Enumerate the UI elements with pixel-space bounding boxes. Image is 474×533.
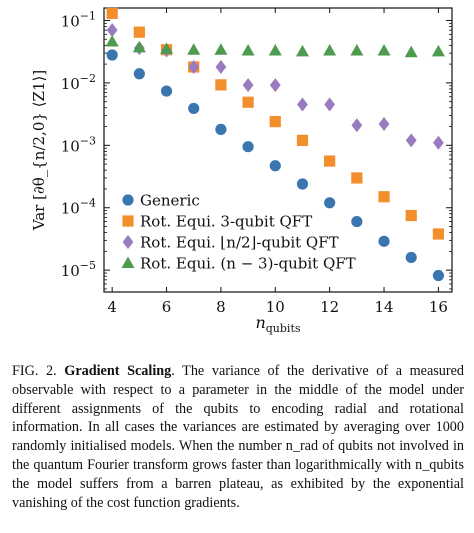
y-tick-label: 10−1 bbox=[61, 9, 96, 30]
square-point bbox=[378, 191, 390, 203]
x-tick-label: 6 bbox=[162, 298, 172, 316]
x-tick-label: 12 bbox=[320, 298, 339, 316]
series-diamond bbox=[106, 23, 444, 150]
square-point bbox=[133, 26, 145, 38]
diamond-point bbox=[106, 23, 118, 38]
legend-circle-icon bbox=[122, 194, 134, 206]
diamond-point bbox=[297, 97, 308, 112]
square-point bbox=[215, 79, 227, 91]
triangle-point bbox=[404, 45, 418, 58]
square-point bbox=[296, 134, 309, 146]
legend: Generic Rot. Equi. 3-qubit QFT Rot. Equi. … bbox=[121, 192, 356, 273]
circle-point bbox=[160, 85, 173, 97]
triangle-point bbox=[241, 44, 255, 56]
circle-point bbox=[269, 160, 281, 172]
plot-marks bbox=[105, 7, 445, 282]
triangle-point bbox=[214, 43, 228, 55]
triangle-point bbox=[268, 44, 282, 56]
triangle-point bbox=[295, 44, 309, 57]
diamond-point bbox=[405, 133, 417, 148]
y-tick-label: 10−2 bbox=[61, 72, 96, 93]
diamond-point bbox=[242, 78, 254, 93]
circle-point bbox=[405, 251, 417, 264]
circle-point bbox=[106, 49, 118, 61]
legend-label: Generic bbox=[140, 192, 200, 210]
diamond-point bbox=[433, 135, 444, 150]
square-point bbox=[106, 7, 118, 19]
circle-point bbox=[324, 197, 336, 209]
x-tick-label: 10 bbox=[266, 298, 285, 316]
triangle-point bbox=[132, 40, 146, 53]
figure: 4 6 8 10 12 14 16 10−1 10−2 10−3 10−4 10−5 Generic R… bbox=[30, 7, 453, 335]
circle-point bbox=[351, 215, 363, 228]
circle-point bbox=[242, 141, 254, 153]
triangle-point bbox=[105, 35, 119, 47]
legend-label: Rot. Equi. 3-qubit QFT bbox=[140, 213, 312, 231]
caption-title: Gradient Scaling bbox=[64, 363, 172, 379]
legend-label: Rot. Equi. ⌊n/2⌋-qubit QFT bbox=[140, 234, 339, 252]
plot-axes: 4 6 8 10 12 14 16 10−1 10−2 10−3 10−4 10−5 bbox=[61, 7, 453, 316]
caption-text: . The variance of the derivative of a me… bbox=[12, 363, 464, 511]
x-tick-label: 14 bbox=[374, 298, 393, 316]
circle-point bbox=[188, 102, 200, 115]
diamond-point bbox=[188, 59, 200, 74]
series-triangle bbox=[105, 35, 445, 58]
square-point bbox=[242, 96, 254, 108]
circle-point bbox=[296, 178, 309, 190]
legend-label: Rot. Equi. (n − 3)-qubit QFT bbox=[140, 255, 356, 273]
diamond-point bbox=[215, 59, 227, 74]
x-tick-label: 4 bbox=[107, 298, 117, 316]
axis-labels: nqubits Var [∂θ_{n/2,0} ⟨Z1⟩] bbox=[30, 70, 301, 335]
circle-point bbox=[215, 123, 227, 135]
circle-point bbox=[133, 68, 145, 80]
square-point bbox=[269, 115, 281, 128]
triangle-point bbox=[431, 44, 445, 57]
y-tick-label: 10−5 bbox=[61, 259, 96, 280]
square-point bbox=[432, 228, 445, 240]
triangle-point bbox=[350, 44, 364, 56]
diamond-point bbox=[269, 78, 281, 93]
gradient-scaling-chart: 4 6 8 10 12 14 16 10−1 10−2 10−3 10−4 10−5 Generic R… bbox=[30, 7, 453, 335]
figure-caption: FIG. 2. Gradient Scaling. The variance o… bbox=[12, 362, 464, 512]
y-tick-label: 10−3 bbox=[61, 134, 96, 155]
circle-point bbox=[378, 235, 390, 247]
y-tick-label: 10−4 bbox=[61, 197, 96, 218]
diamond-point bbox=[378, 116, 390, 131]
triangle-point bbox=[377, 44, 391, 56]
circle-point bbox=[432, 269, 445, 282]
x-tick-label: 8 bbox=[216, 298, 226, 316]
diamond-point bbox=[351, 118, 363, 133]
plot-frame bbox=[103, 7, 453, 293]
triangle-point bbox=[323, 44, 337, 56]
diamond-point bbox=[324, 97, 336, 112]
series-circle bbox=[106, 49, 445, 282]
square-point bbox=[351, 172, 363, 184]
x-axis-label: nqubits bbox=[255, 313, 300, 335]
caption-label: FIG. 2. bbox=[12, 363, 57, 379]
triangle-point bbox=[187, 43, 201, 55]
legend-square-icon bbox=[122, 215, 134, 227]
legend-triangle-icon bbox=[121, 256, 135, 268]
triangle-point bbox=[160, 42, 174, 54]
y-axis-label: Var [∂θ_{n/2,0} ⟨Z1⟩] bbox=[30, 70, 48, 231]
x-tick-label: 16 bbox=[429, 298, 448, 316]
legend-diamond-icon bbox=[122, 235, 134, 249]
square-point bbox=[324, 155, 336, 167]
square-point bbox=[405, 209, 417, 222]
